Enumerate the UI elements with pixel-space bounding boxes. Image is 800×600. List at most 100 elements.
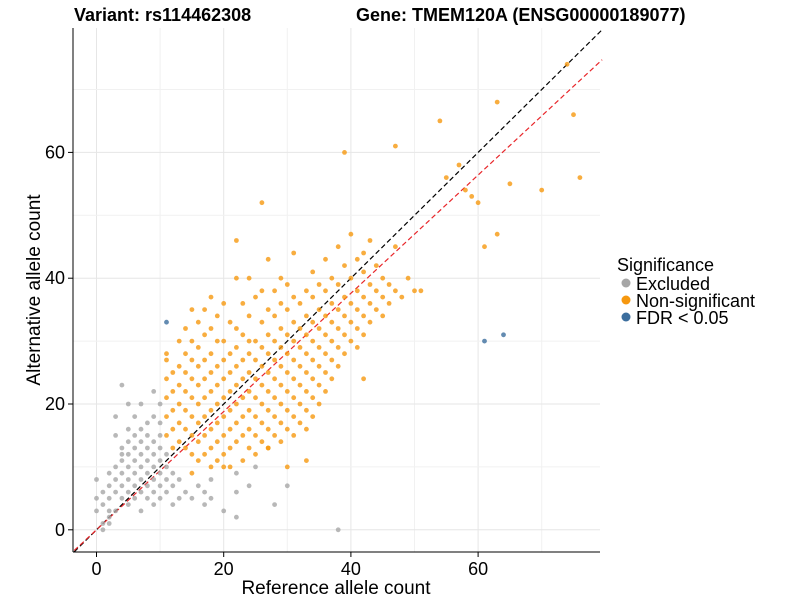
- point-non-significant: [253, 433, 258, 438]
- point-non-significant: [354, 288, 360, 294]
- point-non-significant: [202, 451, 208, 457]
- point-non-significant: [246, 426, 252, 432]
- point-non-significant: [304, 313, 309, 319]
- point-non-significant: [208, 351, 214, 357]
- point-non-significant: [316, 401, 322, 407]
- x-tick-label: 0: [91, 559, 101, 579]
- point-non-significant: [291, 414, 297, 419]
- point-excluded: [208, 495, 214, 501]
- point-non-significant: [367, 301, 373, 306]
- point-excluded: [125, 502, 131, 507]
- point-excluded: [202, 489, 208, 495]
- point-non-significant: [316, 282, 322, 287]
- point-non-significant: [221, 301, 227, 306]
- point-excluded: [119, 458, 125, 463]
- point-excluded: [170, 470, 176, 476]
- point-excluded: [272, 502, 277, 507]
- point-excluded: [335, 527, 341, 533]
- point-non-significant: [291, 250, 297, 256]
- point-non-significant: [221, 338, 227, 344]
- point-non-significant: [564, 61, 570, 67]
- point-non-significant: [291, 319, 297, 325]
- point-non-significant: [335, 345, 341, 350]
- point-excluded: [145, 445, 150, 451]
- point-non-significant: [284, 351, 290, 357]
- point-excluded: [145, 470, 150, 476]
- point-excluded: [138, 401, 144, 407]
- point-non-significant: [208, 445, 214, 451]
- point-non-significant: [482, 244, 487, 250]
- point-excluded: [145, 458, 150, 463]
- point-non-significant: [329, 275, 335, 281]
- gridlines: [73, 28, 600, 552]
- point-non-significant: [183, 445, 188, 451]
- point-non-significant: [342, 263, 347, 268]
- x-axis-label: Reference allele count: [241, 578, 431, 599]
- point-non-significant: [297, 420, 303, 426]
- point-non-significant: [240, 357, 246, 363]
- point-excluded: [125, 464, 131, 470]
- point-non-significant: [304, 458, 309, 463]
- point-non-significant: [195, 420, 201, 426]
- point-non-significant: [469, 194, 475, 199]
- point-non-significant: [195, 458, 201, 463]
- point-non-significant: [265, 370, 271, 375]
- point-excluded: [151, 439, 157, 445]
- point-excluded: [106, 470, 112, 476]
- point-non-significant: [367, 319, 373, 325]
- point-non-significant: [272, 376, 277, 382]
- point-excluded: [246, 483, 252, 489]
- point-non-significant: [234, 382, 239, 388]
- point-non-significant: [259, 420, 265, 426]
- point-non-significant: [284, 426, 290, 432]
- point-excluded: [234, 470, 239, 476]
- point-non-significant: [265, 256, 271, 262]
- point-excluded: [125, 439, 131, 445]
- point-non-significant: [354, 326, 360, 331]
- point-non-significant: [208, 407, 214, 413]
- point-non-significant: [437, 118, 443, 124]
- point-non-significant: [164, 433, 169, 438]
- point-non-significant: [335, 282, 341, 287]
- point-non-significant: [202, 433, 208, 438]
- point-excluded: [151, 502, 157, 507]
- point-excluded: [151, 389, 157, 394]
- point-non-significant: [571, 112, 576, 118]
- point-fdr-0-05: [501, 332, 506, 338]
- point-non-significant: [221, 376, 227, 382]
- point-fdr-0-05: [164, 319, 169, 325]
- point-non-significant: [246, 407, 252, 413]
- point-non-significant: [164, 395, 169, 401]
- point-excluded: [157, 433, 163, 438]
- point-non-significant: [234, 363, 239, 369]
- point-non-significant: [221, 451, 227, 457]
- point-excluded: [234, 514, 239, 520]
- point-non-significant: [297, 401, 303, 407]
- point-non-significant: [304, 407, 309, 413]
- point-excluded: [125, 426, 131, 432]
- point-non-significant: [367, 238, 373, 243]
- point-excluded: [164, 464, 169, 470]
- point-non-significant: [170, 389, 176, 394]
- point-non-significant: [272, 338, 277, 344]
- point-non-significant: [189, 307, 195, 312]
- point-non-significant: [380, 313, 386, 319]
- point-excluded: [106, 483, 112, 489]
- point-non-significant: [310, 414, 316, 419]
- point-excluded: [151, 489, 157, 495]
- point-excluded: [113, 414, 118, 419]
- point-non-significant: [361, 294, 366, 300]
- point-non-significant: [297, 326, 303, 331]
- point-excluded: [106, 521, 112, 526]
- point-non-significant: [234, 401, 239, 407]
- point-excluded: [94, 495, 99, 501]
- point-non-significant: [386, 301, 392, 306]
- point-non-significant: [170, 370, 176, 375]
- point-excluded: [132, 495, 138, 501]
- point-excluded: [106, 514, 112, 520]
- point-non-significant: [189, 414, 195, 419]
- point-excluded: [100, 527, 106, 533]
- point-non-significant: [329, 301, 335, 306]
- point-excluded: [119, 382, 125, 388]
- legend-label-fdr: FDR < 0.05: [636, 308, 729, 328]
